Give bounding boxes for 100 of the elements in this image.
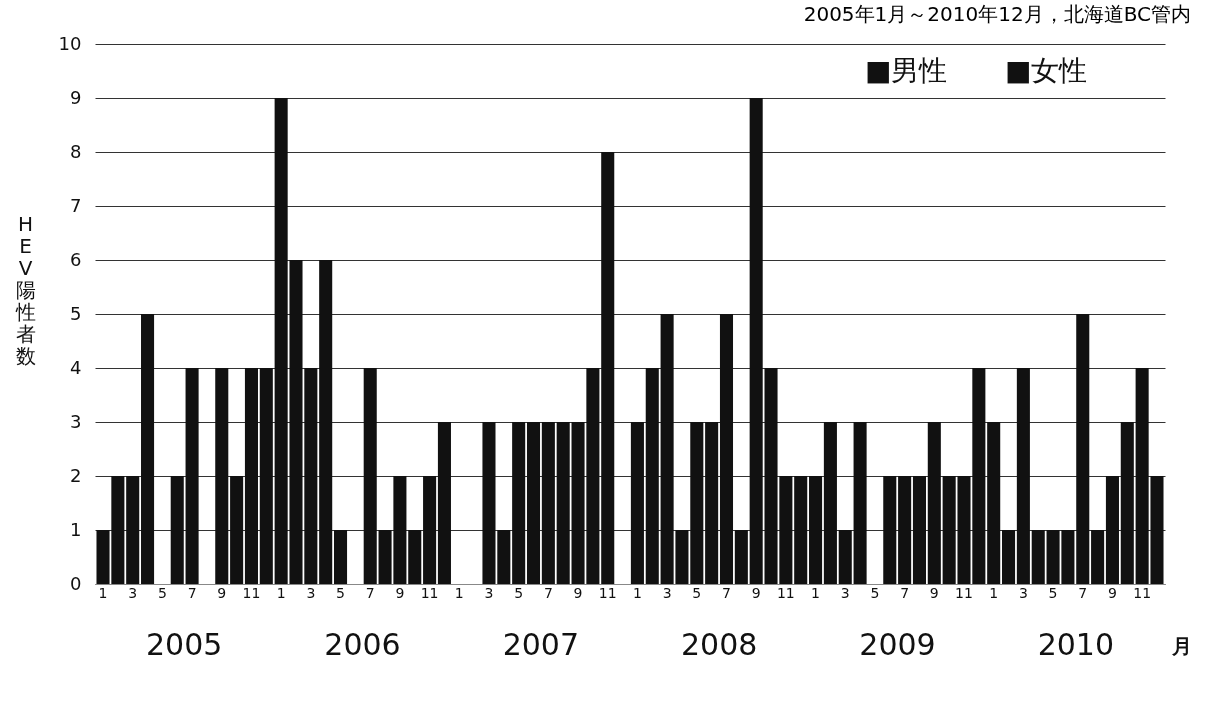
- text: 2008: [680, 627, 758, 662]
- text: 2007: [502, 627, 580, 662]
- bar: [1002, 530, 1016, 584]
- bar: [1105, 476, 1119, 584]
- x-tick-label: 7: [900, 584, 910, 601]
- annotation: ■男性: [865, 54, 948, 87]
- bar: [853, 422, 867, 584]
- y-tick-label: 2: [70, 464, 82, 486]
- x-tick-label: 9: [395, 584, 405, 601]
- y-tick-label: 1: [70, 518, 82, 540]
- y-tick-label: 8: [70, 140, 82, 162]
- x-tick-label: 9: [751, 584, 761, 601]
- x-tick-label: 3: [1018, 584, 1028, 601]
- bar: [927, 422, 941, 584]
- bar: [363, 368, 377, 584]
- x-axis-title: 月: [1170, 633, 1192, 658]
- x-tick-label: 3: [840, 584, 850, 601]
- x-tick-label: 7: [722, 584, 731, 601]
- bar: [1016, 368, 1030, 584]
- x-tick-label: 1: [632, 584, 642, 601]
- text: 2005: [145, 627, 223, 662]
- x-tick-label: 5: [336, 584, 345, 601]
- bar: [705, 422, 719, 584]
- x-tick-label: 3: [128, 584, 138, 601]
- x-tick-label: 9: [573, 584, 583, 601]
- y-tick-label: 6: [70, 248, 82, 270]
- y-tick-label: 10: [58, 32, 82, 54]
- bar: [690, 422, 704, 584]
- bar: [823, 422, 837, 584]
- text: 2009: [859, 627, 936, 662]
- y-tick-label: 0: [70, 572, 82, 594]
- y-tick-label: 3: [70, 410, 82, 432]
- bar: [526, 422, 541, 584]
- x-tick-label: 1: [454, 584, 464, 601]
- bar: [883, 476, 897, 584]
- bar: [1091, 530, 1105, 584]
- bar: [141, 314, 155, 584]
- x-tick-label: 1: [811, 584, 821, 601]
- bar: [645, 368, 659, 584]
- x-tick-label: 5: [1048, 584, 1058, 601]
- x-tick-label: 11: [242, 584, 261, 601]
- x-tick-label: 3: [484, 584, 494, 601]
- x-tick-label: 11: [776, 584, 795, 601]
- bar: [215, 368, 229, 584]
- y-tick-label: 4: [70, 356, 82, 378]
- x-tick-label: 11: [1133, 584, 1152, 601]
- bar: [987, 422, 1001, 584]
- bar: [319, 260, 333, 584]
- bar: [423, 476, 437, 584]
- bar: [898, 476, 912, 584]
- text: 2006: [324, 627, 401, 662]
- y-tick-label: 7: [70, 194, 82, 216]
- bar: [556, 422, 570, 584]
- bar: [259, 368, 273, 584]
- bar: [334, 530, 348, 584]
- bar: [1120, 422, 1134, 584]
- x-tick-label: 9: [217, 584, 227, 601]
- bar: [838, 530, 852, 584]
- x-tick-label: 3: [662, 584, 672, 601]
- y-tick-label: 9: [70, 86, 82, 108]
- y-tick-label: 5: [70, 302, 82, 324]
- bar: [126, 476, 140, 584]
- x-tick-label: 5: [870, 584, 880, 601]
- x-tick-label: 7: [365, 584, 375, 601]
- bar: [230, 476, 244, 584]
- bar: [170, 476, 184, 584]
- bar: [601, 152, 615, 584]
- bar: [512, 422, 526, 584]
- bar: [734, 530, 748, 584]
- annotation: ■女性: [1005, 54, 1088, 87]
- x-tick-label: 11: [598, 584, 617, 601]
- chart-title: 2005年1月～2010年12月，北海道BC管内: [803, 2, 1191, 26]
- bar: [408, 530, 422, 584]
- x-tick-label: 1: [276, 584, 286, 601]
- x-tick-label: 1: [989, 584, 999, 601]
- x-tick-label: 9: [929, 584, 939, 601]
- bar: [541, 422, 555, 584]
- x-tick-label: 9: [1107, 584, 1117, 601]
- bar: [244, 368, 258, 584]
- bar: [1031, 530, 1045, 584]
- x-tick-label: 3: [306, 584, 316, 601]
- x-tick-label: 7: [187, 584, 197, 601]
- x-tick-label: 11: [420, 584, 439, 601]
- x-tick-label: 7: [543, 584, 553, 601]
- bar: [719, 314, 734, 584]
- x-tick-label: 5: [692, 584, 702, 601]
- bar: [912, 476, 926, 584]
- bar: [437, 422, 451, 584]
- bar: [630, 422, 644, 584]
- y-axis-title: HEV陽性者数: [14, 211, 36, 368]
- bar: [809, 476, 823, 584]
- bar: [794, 476, 808, 584]
- x-tick-label: 5: [157, 584, 167, 601]
- x-tick-label: 1: [98, 584, 108, 601]
- bar: [1076, 314, 1090, 584]
- x-tick-label: 7: [1078, 584, 1088, 601]
- x-tick-label: 11: [955, 584, 973, 601]
- text: 2010: [1037, 627, 1115, 662]
- bar: [185, 368, 199, 584]
- x-tick-label: 5: [514, 584, 524, 601]
